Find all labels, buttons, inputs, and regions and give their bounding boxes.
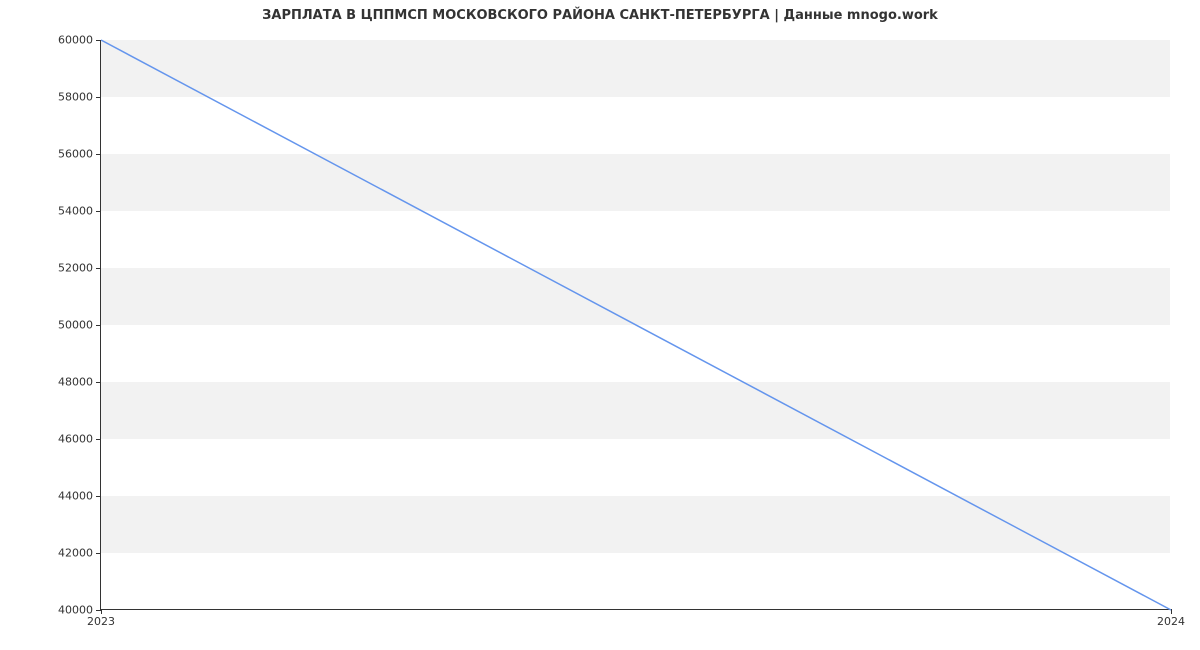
y-tick-label: 44000 [58,490,101,503]
y-tick-mark [96,382,101,383]
y-tick-label: 60000 [58,34,101,47]
y-tick-mark [96,154,101,155]
y-tick-label: 42000 [58,547,101,560]
y-tick-mark [96,439,101,440]
y-tick-label: 48000 [58,376,101,389]
y-tick-mark [96,325,101,326]
y-tick-mark [96,40,101,41]
y-tick-mark [96,211,101,212]
y-tick-label: 50000 [58,319,101,332]
y-tick-mark [96,553,101,554]
chart-title: ЗАРПЛАТА В ЦППМСП МОСКОВСКОГО РАЙОНА САН… [0,8,1200,23]
plot-area: 4000042000440004600048000500005200054000… [100,40,1170,610]
y-tick-label: 46000 [58,433,101,446]
y-tick-label: 56000 [58,148,101,161]
y-tick-label: 52000 [58,262,101,275]
line-layer [101,40,1171,610]
y-tick-mark [96,496,101,497]
salary-chart: ЗАРПЛАТА В ЦППМСП МОСКОВСКОГО РАЙОНА САН… [0,0,1200,650]
y-tick-label: 58000 [58,91,101,104]
y-tick-mark [96,97,101,98]
series-line [101,40,1171,610]
x-tick-mark [101,609,102,614]
y-tick-mark [96,268,101,269]
y-tick-label: 54000 [58,205,101,218]
x-tick-mark [1171,609,1172,614]
